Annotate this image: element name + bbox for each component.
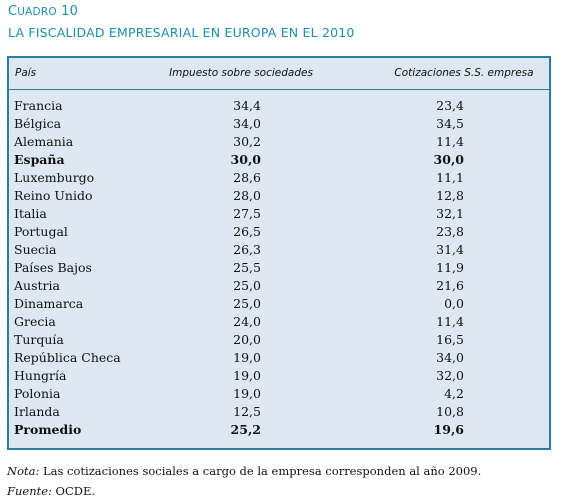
table-row: República Checa 19,0 34,0 [9, 349, 549, 367]
row-social-security: 32,0 [436, 368, 464, 383]
row-country: Alemania [14, 134, 74, 149]
row-corporate-tax: 19,0 [233, 386, 261, 401]
row-social-security: 12,8 [436, 188, 464, 203]
row-social-security: 31,4 [436, 242, 464, 257]
table-row: Polonia 19,0 4,2 [9, 385, 549, 403]
row-corporate-tax: 26,3 [233, 242, 261, 257]
row-social-security: 11,1 [436, 170, 464, 185]
row-social-security: 11,4 [436, 314, 464, 329]
table-row: Dinamarca 25,0 0,0 [9, 295, 549, 313]
row-social-security: 10,8 [436, 404, 464, 419]
row-country: Dinamarca [14, 296, 84, 311]
table-row: Austria 25,0 21,6 [9, 277, 549, 295]
header-corporate-tax: Impuesto sobre sociedades [169, 67, 313, 79]
row-corporate-tax: 34,0 [233, 116, 261, 131]
table-row: Irlanda 12,5 10,8 [9, 403, 549, 421]
row-social-security: 30,0 [433, 152, 464, 167]
row-corporate-tax: 25,5 [233, 260, 261, 275]
row-corporate-tax: 25,0 [233, 278, 261, 293]
table-row: Francia 34,4 23,4 [9, 97, 549, 115]
row-country: Suecia [14, 242, 57, 257]
row-country: Polonia [14, 386, 61, 401]
table-row: España 30,0 30,0 [9, 151, 549, 169]
header-country: País [15, 67, 37, 79]
row-country: Austria [14, 278, 60, 293]
table-row: Hungría 19,0 32,0 [9, 367, 549, 385]
row-corporate-tax: 20,0 [233, 332, 261, 347]
data-table: País Impuesto sobre sociedades Cotizacio… [7, 56, 551, 450]
row-corporate-tax: 27,5 [233, 206, 261, 221]
row-social-security: 19,6 [433, 422, 464, 437]
row-country: Hungría [14, 368, 67, 383]
table-number: Cuadro 10 [8, 4, 79, 19]
table-title: LA FISCALIDAD EMPRESARIAL EN EUROPA EN E… [8, 25, 355, 40]
table-row: Suecia 26,3 31,4 [9, 241, 549, 259]
source: Fuente: OCDE. [7, 484, 96, 498]
row-country: Promedio [14, 422, 82, 437]
row-country: Francia [14, 98, 63, 113]
row-corporate-tax: 28,6 [233, 170, 261, 185]
row-social-security: 11,4 [436, 134, 464, 149]
row-corporate-tax: 34,4 [233, 98, 261, 113]
table-row: Alemania 30,2 11,4 [9, 133, 549, 151]
row-social-security: 23,4 [436, 98, 464, 113]
row-corporate-tax: 30,2 [233, 134, 261, 149]
row-corporate-tax: 26,5 [233, 224, 261, 239]
row-country: España [14, 152, 65, 167]
row-social-security: 16,5 [436, 332, 464, 347]
table-row: Luxemburgo 28,6 11,1 [9, 169, 549, 187]
row-social-security: 34,5 [436, 116, 464, 131]
row-social-security: 34,0 [436, 350, 464, 365]
table-row: Países Bajos 25,5 11,9 [9, 259, 549, 277]
row-country: Luxemburgo [14, 170, 95, 185]
row-corporate-tax: 19,0 [233, 350, 261, 365]
row-social-security: 0,0 [444, 296, 464, 311]
table-row: Turquía 20,0 16,5 [9, 331, 549, 349]
header-social-security: Cotizaciones S.S. empresa [394, 67, 534, 79]
table-row: Italia 27,5 32,1 [9, 205, 549, 223]
row-country: Bélgica [14, 116, 62, 131]
note: Nota: Las cotizaciones sociales a cargo … [7, 464, 482, 478]
row-country: Irlanda [14, 404, 60, 419]
row-corporate-tax: 28,0 [233, 188, 261, 203]
row-country: Reino Unido [14, 188, 93, 203]
row-corporate-tax: 25,0 [233, 296, 261, 311]
table-row: Portugal 26,5 23,8 [9, 223, 549, 241]
table-row: Grecia 24,0 11,4 [9, 313, 549, 331]
row-social-security: 21,6 [436, 278, 464, 293]
row-corporate-tax: 12,5 [233, 404, 261, 419]
row-corporate-tax: 24,0 [233, 314, 261, 329]
row-country: República Checa [14, 350, 121, 365]
row-corporate-tax: 25,2 [230, 422, 261, 437]
table-header: País Impuesto sobre sociedades Cotizacio… [9, 58, 549, 90]
table-row: Promedio 25,2 19,6 [9, 421, 549, 439]
row-country: Grecia [14, 314, 56, 329]
row-country: Portugal [14, 224, 68, 239]
row-country: Turquía [14, 332, 64, 347]
row-social-security: 32,1 [436, 206, 464, 221]
row-country: Países Bajos [14, 260, 92, 275]
row-corporate-tax: 19,0 [233, 368, 261, 383]
row-social-security: 23,8 [436, 224, 464, 239]
table-row: Reino Unido 28,0 12,8 [9, 187, 549, 205]
row-corporate-tax: 30,0 [230, 152, 261, 167]
row-social-security: 11,9 [436, 260, 464, 275]
row-country: Italia [14, 206, 47, 221]
table-row: Bélgica 34,0 34,5 [9, 115, 549, 133]
row-social-security: 4,2 [444, 386, 464, 401]
